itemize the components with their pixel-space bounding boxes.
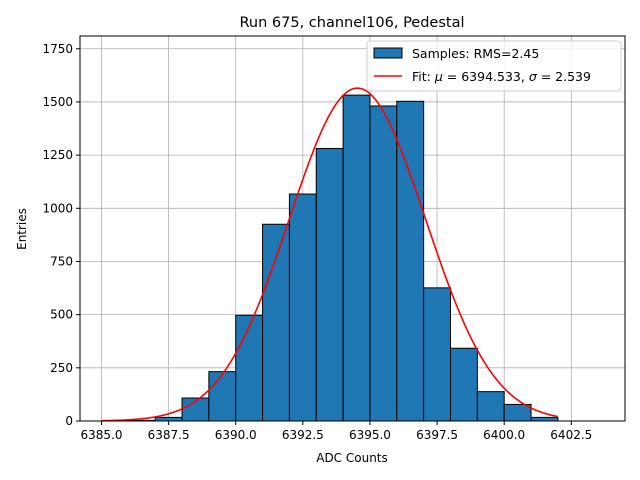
legend-label-fit: Fit: μ = 6394.533, σ = 2.539 (412, 69, 591, 84)
fit-curve (101, 87, 559, 422)
fit-curve-layer (101, 87, 559, 422)
histogram-bar (154, 416, 183, 422)
x-axis-title: ADC Counts (316, 451, 388, 465)
x-tick-label: 6402.5 (550, 428, 592, 442)
x-tick-label: 6387.5 (148, 428, 190, 442)
histogram-bar (503, 403, 532, 422)
histogram-bar (449, 347, 478, 422)
x-axis-ticks: 6385.0 6387.5 6390.0 6392.5 6395.0 6397.5 6400… (80, 421, 592, 442)
legend-label-samples: Samples: RMS=2.45 (412, 46, 539, 61)
x-tick-label: 6392.5 (282, 428, 324, 442)
y-tick-label: 1500 (42, 95, 73, 109)
histogram-bar (235, 314, 264, 422)
x-tick-label: 6397.5 (416, 428, 458, 442)
y-tick-label: 500 (50, 308, 73, 322)
histogram-bar (423, 287, 451, 422)
y-axis-title: Entries (15, 208, 29, 250)
histogram-bar (262, 223, 290, 422)
x-tick-label: 6400.0 (483, 428, 525, 442)
legend-fit-prefix: Fit: (412, 69, 435, 84)
histogram-bar (315, 148, 344, 422)
y-tick-label: 1000 (42, 201, 73, 215)
histogram-bar (342, 94, 371, 422)
x-tick-label: 6390.0 (215, 428, 257, 442)
histogram-bar (369, 105, 398, 422)
y-axis-ticks: 0 250 500 750 1000 1250 1500 1750 (42, 42, 80, 428)
y-tick-label: 1250 (42, 148, 73, 162)
legend-fit-suffix: = 2.539 (537, 69, 591, 84)
histogram-bar (288, 193, 317, 422)
y-tick-label: 0 (65, 414, 73, 428)
legend-fit-sigma-symbol: σ (529, 69, 538, 84)
legend-box (366, 40, 622, 92)
legend-swatch-samples (373, 47, 403, 59)
x-tick-label: 6395.0 (349, 428, 391, 442)
legend-fit-mu-symbol: μ (434, 69, 443, 84)
y-tick-label: 250 (50, 361, 73, 375)
histogram-bars (127, 94, 559, 422)
x-tick-label: 6385.0 (80, 428, 122, 442)
histogram-bar (530, 416, 559, 422)
legend-fit-mid: = 6394.533, (443, 69, 529, 84)
plot-frame (79, 35, 626, 422)
y-tick-label: 1750 (42, 42, 73, 56)
histogram-bar (476, 391, 505, 422)
y-tick-label: 750 (50, 254, 73, 268)
histogram-bar (208, 371, 237, 422)
legend: Samples: RMS=2.45 Fit: μ = 6394.533, σ =… (366, 40, 622, 92)
chart-title: Run 675, channel106, Pedestal (239, 15, 464, 31)
